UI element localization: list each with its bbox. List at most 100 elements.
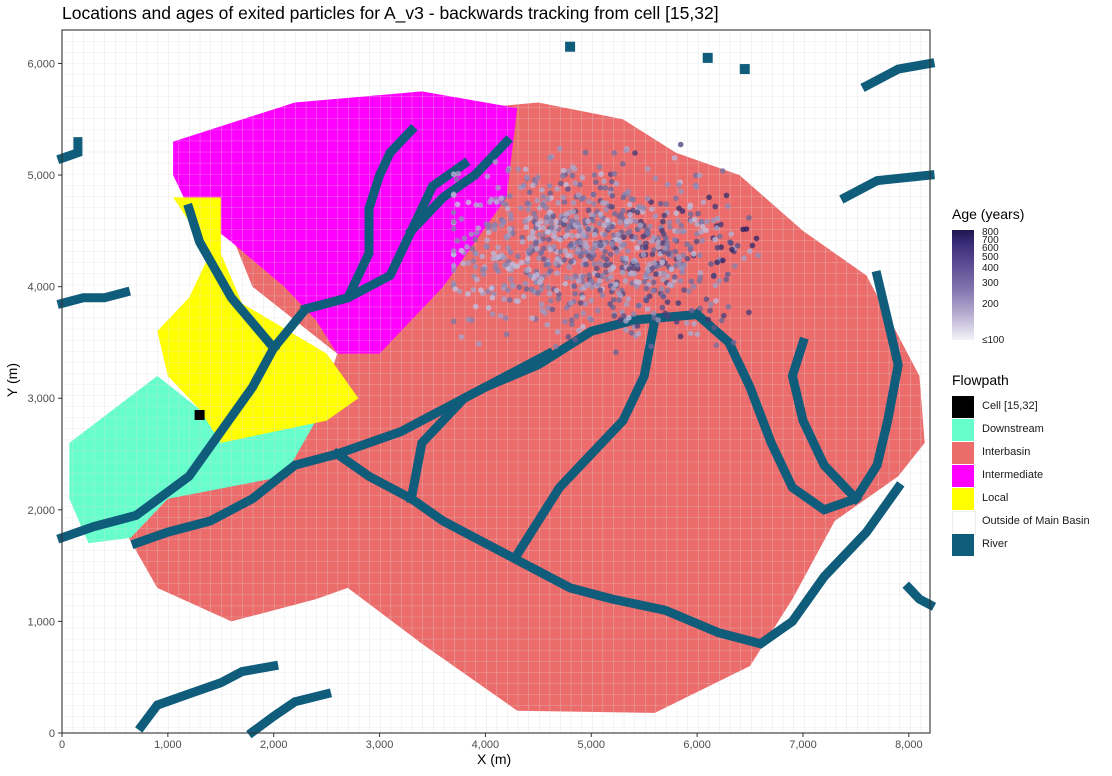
particle-point	[664, 273, 671, 279]
particle-point	[507, 249, 514, 256]
particle-point	[712, 236, 718, 243]
particle-point	[478, 287, 484, 293]
x-tick-label: 6,000	[683, 739, 711, 751]
particle-point	[547, 190, 553, 196]
particle-point	[747, 248, 753, 254]
particle-point	[456, 288, 463, 295]
particle-point	[497, 313, 504, 319]
particle-point	[450, 209, 457, 216]
legend-key-downstream	[952, 419, 974, 441]
x-tick-label: 0	[59, 739, 65, 751]
particle-point	[458, 334, 465, 340]
particle-point	[627, 211, 633, 218]
particle-point	[612, 210, 618, 217]
particle-point	[620, 194, 627, 201]
particle-point	[630, 311, 637, 317]
y-tick-label: 5,000	[27, 170, 55, 182]
particle-point	[667, 224, 673, 230]
particle-point	[568, 317, 575, 324]
particle-point	[505, 265, 512, 272]
particle-point	[495, 184, 501, 191]
particle-point	[644, 166, 651, 172]
particle-point	[675, 253, 682, 260]
particle-point	[652, 175, 659, 182]
particle-point	[490, 250, 497, 257]
particle-point	[734, 242, 741, 249]
particle-point	[632, 234, 639, 241]
y-axis-title: Y (m)	[4, 363, 20, 397]
particle-point	[473, 250, 479, 257]
particle-point	[607, 251, 614, 257]
particle-point	[613, 180, 620, 187]
particle-point	[533, 239, 539, 245]
particle-point	[551, 229, 558, 236]
particle-point	[593, 227, 599, 234]
particle-point	[632, 150, 638, 156]
particle-point	[594, 272, 601, 279]
particle-point	[545, 261, 552, 268]
particle-point	[540, 193, 546, 200]
particle-point	[643, 297, 650, 304]
particle-point	[753, 235, 760, 242]
particle-point	[450, 192, 457, 198]
particle-point	[614, 249, 620, 255]
y-tick-label: 3,000	[27, 393, 55, 405]
particle-point	[586, 198, 592, 205]
particle-point	[677, 278, 684, 284]
particle-point	[585, 218, 591, 225]
particle-point	[604, 217, 611, 223]
particle-point	[633, 283, 640, 290]
particle-point	[475, 225, 482, 231]
particle-point	[623, 301, 630, 308]
particle-point	[746, 215, 752, 221]
particle-point	[510, 261, 516, 267]
particle-point	[582, 300, 589, 307]
particle-point	[655, 244, 662, 250]
particle-point	[540, 224, 547, 231]
particle-point	[617, 219, 623, 225]
particle-point	[686, 288, 692, 294]
particle-point	[666, 282, 673, 288]
particle-point	[519, 234, 526, 241]
particle-point	[655, 317, 661, 323]
particle-point	[514, 263, 521, 269]
age-tick-label: 700	[982, 235, 999, 246]
particle-point	[649, 251, 656, 257]
y-tick-label: 1,000	[27, 616, 55, 628]
particle-point	[546, 183, 553, 189]
river-segment	[330, 447, 905, 649]
particle-point	[646, 293, 653, 300]
particle-point	[694, 231, 700, 237]
particle-point	[651, 260, 657, 266]
particle-point	[560, 194, 567, 201]
particle-point	[603, 262, 609, 269]
particle-point	[540, 236, 547, 242]
y-tick-label: 4,000	[27, 282, 55, 294]
particle-point	[563, 305, 570, 311]
particle-point	[648, 275, 654, 281]
particle-point	[680, 252, 686, 259]
particle-point	[603, 206, 609, 213]
particle-point	[602, 185, 609, 191]
particle-point	[594, 307, 601, 314]
legend-key-interbasin	[952, 442, 974, 464]
x-tick-label: 5,000	[578, 739, 606, 751]
particle-point	[594, 265, 600, 272]
particle-point	[492, 159, 499, 165]
particle-point	[600, 254, 607, 260]
particle-point	[634, 245, 641, 251]
particle-point	[560, 167, 567, 174]
river-segment	[839, 170, 935, 204]
river-segment	[565, 41, 576, 52]
particle-point	[468, 231, 475, 237]
particle-point	[677, 141, 684, 148]
particle-point	[588, 212, 595, 218]
particle-point	[691, 321, 697, 327]
particle-point	[522, 166, 529, 173]
particle-point	[707, 307, 713, 314]
particle-point	[699, 219, 705, 226]
particle-point	[538, 301, 545, 308]
x-axis: 0 1,000 2,000 3,000 4,000 5,000 6,000 7,000 8,00…	[59, 733, 923, 751]
particle-point	[586, 272, 592, 279]
particle-point	[546, 236, 552, 243]
